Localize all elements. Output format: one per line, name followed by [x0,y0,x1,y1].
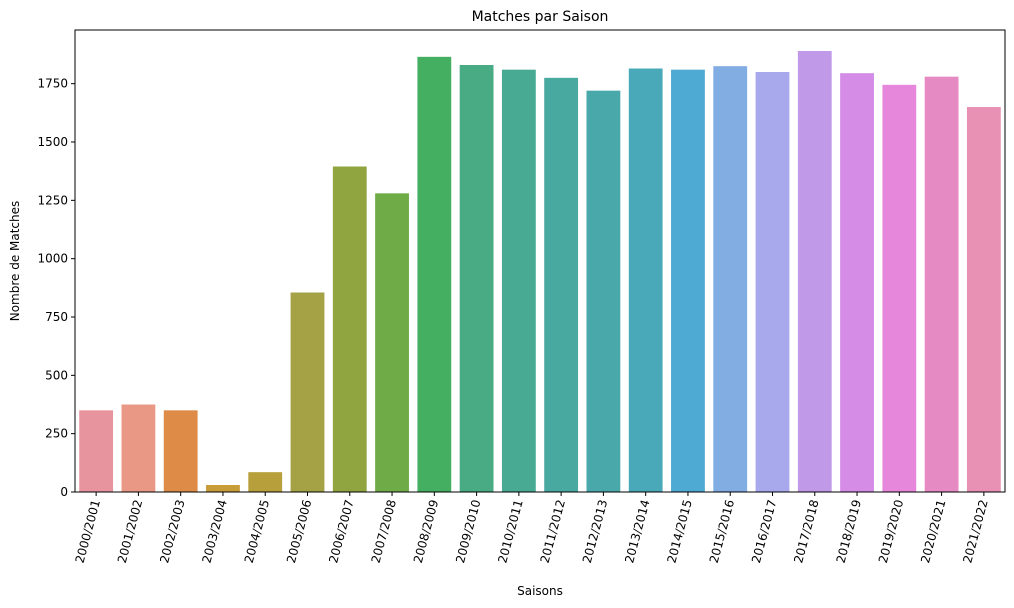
x-tick-label: 2006/2007 [326,498,356,565]
bar-2017-2018 [797,51,832,492]
x-tick-label: 2000/2001 [73,498,103,565]
y-tick-label: 1750 [37,77,68,91]
bar-2014-2015 [671,69,705,493]
y-tick-label: 0 [60,485,68,499]
bar-2002-2003 [163,410,198,492]
x-tick-label: 2015/2016 [707,498,737,565]
x-tick-label: 2005/2006 [284,498,314,565]
bar-2012-2013 [586,90,621,493]
x-tick-label: 2007/2008 [369,498,399,565]
x-tick-label: 2021/2022 [960,498,990,565]
y-tick-label: 1250 [37,193,68,207]
x-tick-label: 2009/2010 [453,498,483,565]
x-tick-label: 2003/2004 [199,498,229,565]
bar-2008-2009 [417,56,452,492]
x-tick-label: 2001/2002 [115,498,145,565]
bar-2001-2002 [121,404,156,492]
bar-2007-2008 [375,193,409,493]
x-tick-label: 2012/2013 [580,498,610,565]
bar-2009-2010 [459,65,494,492]
x-tick-label: 2016/2017 [749,498,779,565]
bar-2006-2007 [332,166,367,492]
bar-2013-2014 [628,68,663,492]
chart-title: Matches par Saison [472,9,609,25]
x-tick-label: 2010/2011 [495,498,525,565]
x-tick-label: 2014/2015 [664,498,694,565]
x-tick-label: 2019/2020 [876,498,906,565]
bar-2016-2017 [755,72,790,492]
y-tick-label: 750 [45,310,68,324]
y-tick-label: 250 [45,427,68,441]
y-axis: 0 250 500 750 1000 1250 1500 1750 [37,77,75,499]
bar-2018-2019 [840,73,874,493]
plot-frame [74,29,1006,493]
x-tick-label: 2002/2003 [157,498,187,565]
bar-2015-2016 [713,66,748,493]
y-axis-title: Nombre de Matches [8,201,22,322]
y-tick-label: 1500 [37,135,68,149]
bar-2005-2006 [290,292,325,492]
x-tick-label: 2008/2009 [411,498,441,565]
bar-2003-2004 [206,485,240,492]
bar-2004-2005 [248,472,283,492]
x-tick-label: 2017/2018 [791,498,821,565]
bar-2021-2022 [966,107,1001,492]
bars-group [79,51,1001,493]
bar-2019-2020 [882,84,917,492]
bar-2010-2011 [501,69,536,493]
x-axis: 2000/2001 2001/2002 2002/2003 2003/2004 2004… [73,492,991,565]
y-tick-label: 500 [45,368,68,382]
x-tick-label: 2011/2012 [538,498,568,565]
bar-2000-2001 [79,410,114,492]
x-axis-title: Saisons [517,584,563,598]
x-tick-label: 2004/2005 [242,498,272,565]
bar-2011-2012 [544,77,579,492]
x-tick-label: 2018/2019 [834,498,864,565]
y-tick-label: 1000 [37,252,68,266]
x-tick-label: 2020/2021 [918,498,948,565]
bar-2020-2021 [924,76,959,493]
x-tick-label: 2013/2014 [622,498,652,565]
